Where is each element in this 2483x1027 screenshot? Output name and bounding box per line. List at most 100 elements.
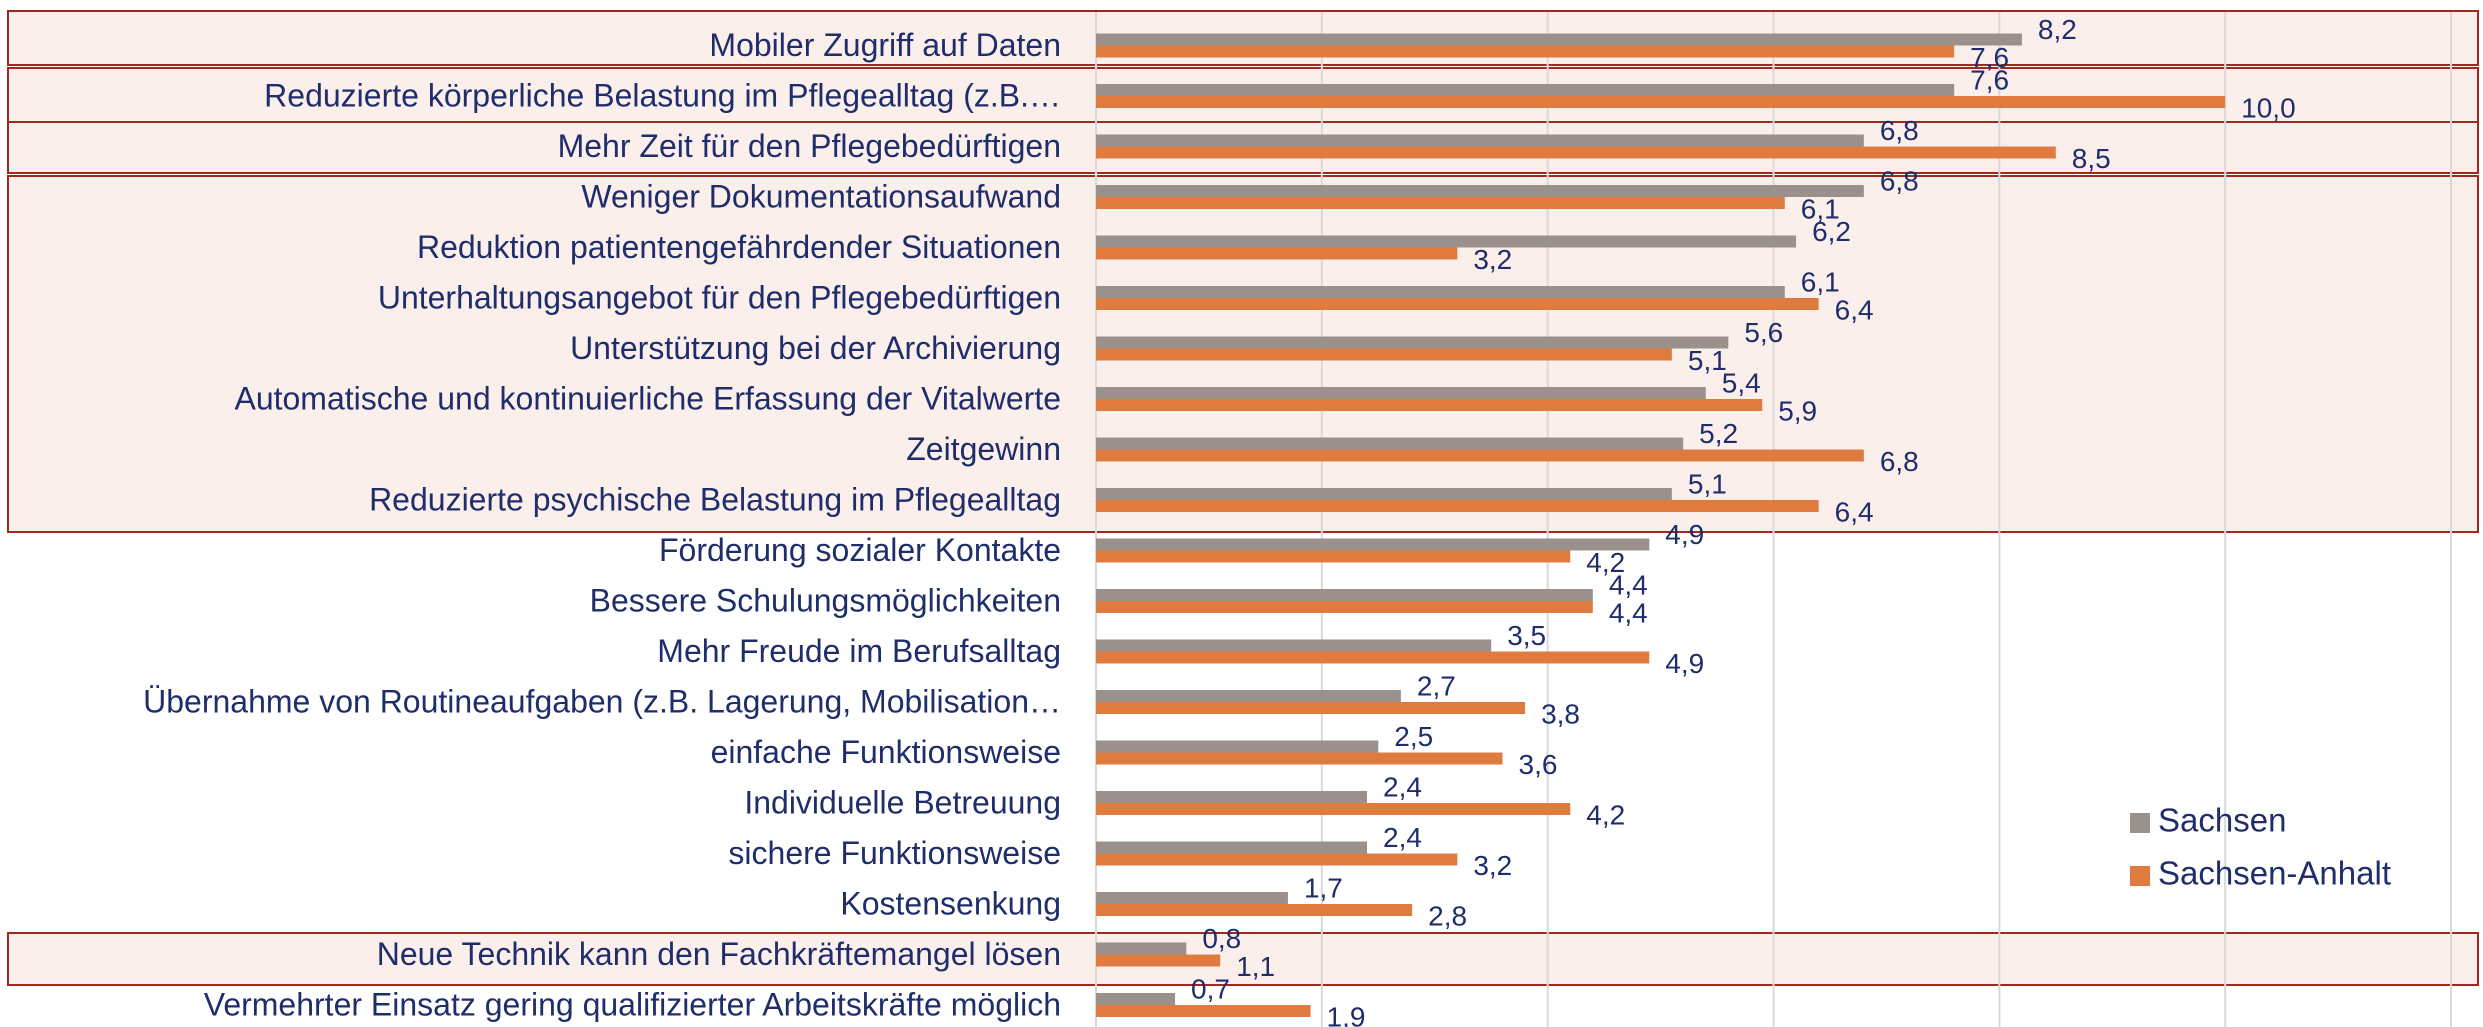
bar [1096,942,1187,955]
bar [1096,803,1571,815]
value-label: 3,2 [1473,244,1512,275]
value-label: 5,1 [1688,468,1727,499]
bar [1096,399,1763,411]
value-label: 5,4 [1722,367,1761,398]
category-label: Mobiler Zugriff auf Daten [709,27,1061,63]
value-label: 0,8 [1202,923,1241,954]
value-label: 1,1 [1236,951,1275,982]
category-label: Reduktion patientengefährdender Situatio… [417,229,1061,265]
bar [1096,437,1684,450]
value-label: 4,2 [1586,547,1625,578]
value-label: 4,2 [1586,799,1625,830]
legend-swatch [2130,813,2150,833]
value-label: 5,2 [1699,418,1738,449]
bar [1096,33,2022,46]
bar [1096,197,1785,209]
value-label: 5,6 [1744,317,1783,348]
bar [1096,752,1503,765]
value-label: 6,4 [1835,294,1874,325]
bar [1096,993,1176,1005]
value-label: 8,2 [2038,14,2077,45]
value-label: 10,0 [2241,92,2296,123]
category-label: Bessere Schulungsmöglichkeiten [590,582,1061,618]
bar [1096,639,1492,652]
value-label: 6,1 [1801,193,1840,224]
legend-label: Sachsen-Anhalt [2158,855,2391,892]
bar [1096,298,1819,310]
value-label: 2,4 [1383,822,1422,853]
category-label: Neue Technik kann den Fachkräftemangel l… [377,936,1061,972]
category-label: Mehr Zeit für den Pflegebedürftigen [558,128,1061,164]
value-label: 8,5 [2072,143,2111,174]
category-label: einfache Funktionsweise [711,734,1061,770]
value-label: 1,7 [1304,872,1343,903]
category-label: Vermehrter Einsatz gering qualifizierter… [204,986,1061,1022]
bar [1096,134,1864,147]
bar [1096,488,1672,500]
value-label: 6,8 [1880,165,1919,196]
value-label: 2,5 [1394,721,1433,752]
category-label: Unterhaltungsangebot für den Pflegebedür… [378,279,1061,315]
value-label: 7,6 [1970,64,2009,95]
bar [1096,235,1797,248]
bar [1096,387,1706,399]
bar [1096,146,2056,159]
value-label: 6,8 [1880,115,1919,146]
bar [1096,96,2226,108]
bar [1096,690,1401,702]
bar [1096,954,1221,967]
legend-swatch [2130,866,2150,886]
bar [1096,702,1526,714]
bar [1096,740,1379,753]
value-label: 4,9 [1665,648,1704,679]
value-label: 5,9 [1778,395,1817,426]
category-label: Übernahme von Routineaufgaben (z.B. Lage… [143,683,1061,719]
bar [1096,348,1672,361]
value-label: 2,8 [1428,900,1467,931]
bar [1096,550,1571,563]
category-label: Mehr Freude im Berufsalltag [657,633,1061,669]
value-label: 6,4 [1835,496,1874,527]
value-label: 6,2 [1812,216,1851,247]
bar [1096,791,1367,803]
value-label: 3,2 [1473,850,1512,881]
bar [1096,449,1864,462]
bar [1096,538,1650,551]
category-label: Individuelle Betreuung [744,784,1061,820]
bar [1096,841,1367,854]
bar [1096,84,1955,96]
value-label: 6,1 [1801,266,1840,297]
value-label: 4,4 [1609,597,1648,628]
legend-label: Sachsen [2158,802,2286,839]
bar [1096,247,1458,260]
value-label: 2,7 [1417,670,1456,701]
category-label: Förderung sozialer Kontakte [659,532,1061,568]
bar [1096,286,1785,298]
value-label: 0,7 [1191,973,1230,1004]
bar [1096,601,1593,613]
value-label: 7,6 [1970,42,2009,73]
value-label: 5,1 [1688,345,1727,376]
bar [1096,589,1593,601]
bar [1096,892,1288,904]
value-label: 4,4 [1609,569,1648,600]
category-label: Reduzierte körperliche Belastung im Pfle… [264,77,1061,113]
bar [1096,1005,1311,1017]
category-label: Kostensenkung [840,885,1061,921]
value-label: 3,5 [1507,620,1546,651]
bar [1096,336,1729,349]
bar [1096,651,1650,664]
bar [1096,185,1864,197]
category-label: Automatische und kontinuierliche Erfassu… [234,380,1061,416]
bar [1096,853,1458,866]
value-label: 3,8 [1541,698,1580,729]
value-label: 1,9 [1327,1001,1366,1027]
bar [1096,904,1413,916]
value-label: 2,4 [1383,771,1422,802]
category-label: Zeitgewinn [906,431,1061,467]
value-label: 4,9 [1665,519,1704,550]
value-label: 6,8 [1880,446,1919,477]
bar [1096,500,1819,512]
highlight-box [7,932,2479,986]
